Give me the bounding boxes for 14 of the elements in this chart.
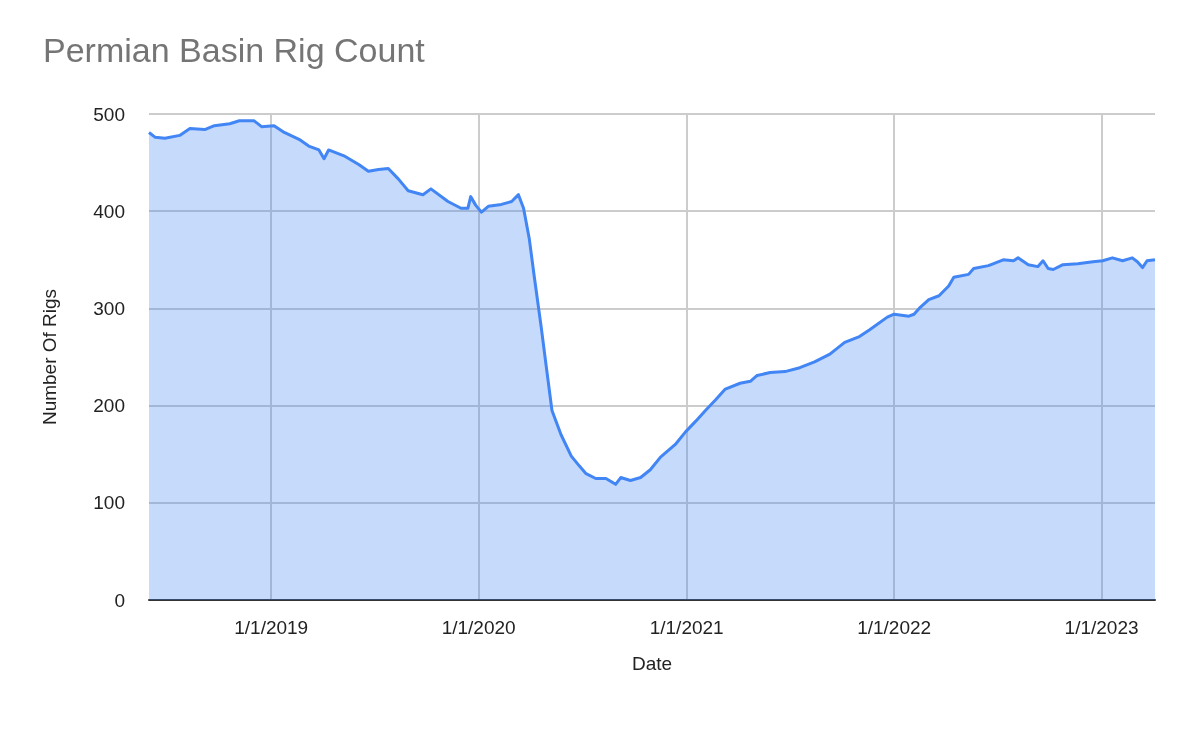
y-tick-label: 300 [93, 297, 125, 319]
y-axis-title: Number Of Rigs [39, 288, 60, 426]
x-tick-label: 1/1/2022 [857, 617, 932, 638]
x-tick-label: 1/1/2020 [441, 617, 516, 638]
y-tick-label: 100 [93, 492, 125, 514]
x-tick-label: 1/1/2021 [649, 617, 724, 638]
chart-title: Permian Basin Rig Count [43, 31, 426, 69]
y-tick-label: 400 [93, 200, 125, 222]
y-tick-label: 0 [114, 589, 125, 611]
x-axis-title: Date [631, 653, 673, 674]
y-tick-label: 500 [93, 103, 125, 125]
y-tick-label: 200 [93, 395, 125, 417]
x-tick-label: 1/1/2019 [234, 617, 309, 638]
x-tick-label: 1/1/2023 [1064, 617, 1139, 638]
